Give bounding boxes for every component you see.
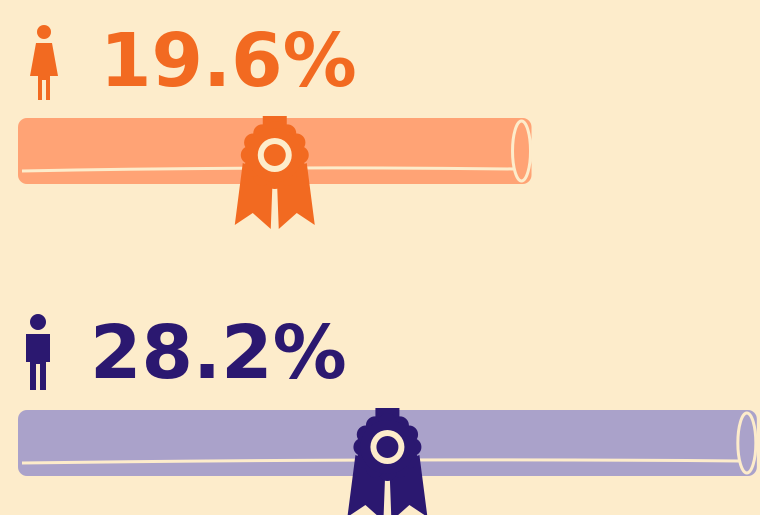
medal-center xyxy=(263,144,286,166)
value-label: 19.6% xyxy=(100,18,357,104)
medal xyxy=(347,408,428,515)
medal xyxy=(234,116,315,229)
scroll-cap xyxy=(511,119,533,183)
male-icon xyxy=(26,314,50,390)
female-icon xyxy=(30,25,58,100)
value-label: 28.2% xyxy=(90,310,347,396)
scroll-cap xyxy=(736,411,758,475)
medal-center xyxy=(376,436,399,458)
